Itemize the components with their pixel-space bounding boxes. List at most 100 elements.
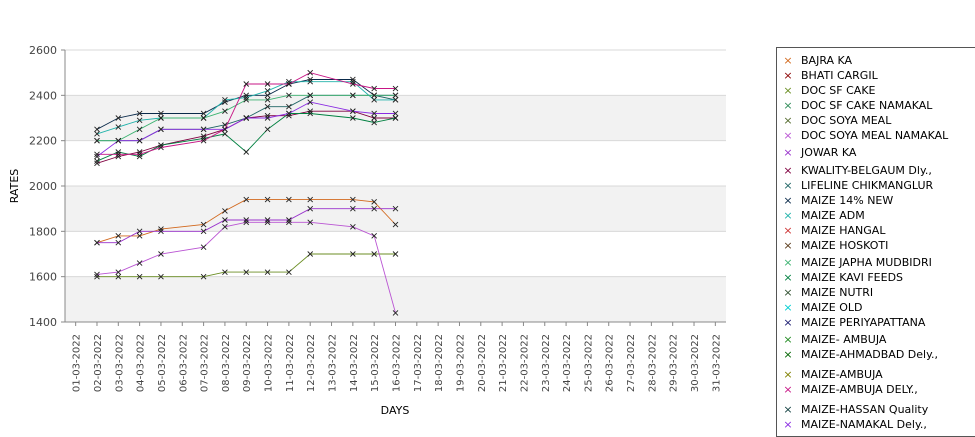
y-tick-label: 1600 bbox=[29, 271, 57, 284]
y-axis-label: RATES bbox=[8, 169, 21, 204]
legend-marker-icon: × bbox=[783, 418, 793, 431]
legend-marker-icon: × bbox=[783, 194, 793, 207]
x-tick-label: 18-03-2022 bbox=[434, 334, 445, 392]
data-point bbox=[136, 260, 143, 266]
y-tick-label: 2400 bbox=[29, 89, 57, 102]
data-point bbox=[136, 228, 143, 235]
legend-marker-icon: × bbox=[783, 164, 793, 177]
data-point bbox=[286, 196, 292, 203]
data-point bbox=[136, 117, 143, 124]
y-tick-label: 2200 bbox=[29, 135, 57, 148]
data-point bbox=[243, 219, 250, 226]
legend-marker-icon: × bbox=[783, 403, 793, 416]
legend-item: × MAIZE-NAMAKAL Dely., bbox=[777, 417, 927, 432]
data-point bbox=[371, 85, 377, 92]
x-tick-label: 21-03-2022 bbox=[498, 334, 509, 392]
legend-item: × MAIZE-AMBUJA bbox=[777, 367, 882, 382]
data-point bbox=[392, 85, 399, 92]
data-point bbox=[115, 115, 122, 121]
data-point bbox=[307, 205, 314, 212]
x-tick-label: 10-03-2022 bbox=[264, 334, 275, 392]
legend-item: × BAJRA KA bbox=[777, 53, 852, 68]
data-point bbox=[94, 126, 100, 133]
x-tick-label: 22-03-2022 bbox=[519, 334, 530, 392]
data-point bbox=[94, 153, 100, 160]
x-tick-label: 30-03-2022 bbox=[690, 334, 701, 392]
data-point bbox=[158, 110, 164, 117]
data-point bbox=[243, 97, 250, 103]
data-point bbox=[200, 221, 207, 228]
data-point bbox=[158, 273, 164, 280]
data-point bbox=[307, 219, 314, 226]
x-tick-label: 15-03-2022 bbox=[370, 334, 381, 392]
data-point bbox=[392, 310, 399, 316]
data-point bbox=[264, 103, 271, 110]
data-point bbox=[222, 208, 228, 214]
legend-item: × MAIZE HANGAL bbox=[777, 223, 885, 238]
x-tick-label: 03-03-2022 bbox=[114, 334, 125, 392]
x-axis-label: DAYS bbox=[381, 404, 410, 417]
data-point bbox=[243, 217, 250, 223]
x-tick-label: 16-03-2022 bbox=[392, 334, 403, 392]
data-point bbox=[371, 115, 377, 121]
data-point bbox=[350, 205, 356, 212]
data-point bbox=[115, 233, 122, 239]
data-point bbox=[286, 219, 292, 226]
legend-label: MAIZE HOSKOTI bbox=[801, 239, 889, 252]
x-tick-label: 06-03-2022 bbox=[178, 334, 189, 392]
legend-marker-icon: × bbox=[783, 224, 793, 237]
data-point bbox=[371, 92, 377, 99]
y-axis-ticks: 1400 1600 1800 2000 2200 2400 2600 bbox=[29, 44, 65, 329]
data-point bbox=[200, 115, 207, 121]
legend-marker-icon: × bbox=[783, 286, 793, 299]
data-point bbox=[286, 110, 292, 117]
data-point bbox=[392, 251, 399, 257]
data-point bbox=[264, 81, 271, 87]
data-point bbox=[264, 92, 271, 99]
data-point bbox=[200, 126, 207, 133]
data-point bbox=[350, 223, 356, 230]
x-tick-label: 14-03-2022 bbox=[349, 334, 360, 392]
x-tick-label: 31-03-2022 bbox=[711, 334, 722, 392]
data-point bbox=[94, 158, 100, 164]
data-point bbox=[264, 217, 271, 223]
y-tick-label: 2600 bbox=[29, 44, 57, 57]
data-point bbox=[115, 151, 122, 158]
data-point bbox=[158, 126, 164, 133]
data-point bbox=[243, 149, 250, 155]
data-point bbox=[264, 115, 271, 121]
data-point bbox=[243, 196, 250, 203]
legend-marker-icon: × bbox=[783, 301, 793, 314]
x-tick-label: 13-03-2022 bbox=[328, 334, 339, 392]
legend-item: × JOWAR KA bbox=[777, 145, 856, 160]
data-point bbox=[286, 103, 292, 110]
legend-marker-icon: × bbox=[783, 114, 793, 127]
legend-label: MAIZE OLD bbox=[801, 301, 863, 314]
x-tick-label: 23-03-2022 bbox=[541, 334, 552, 392]
legend-marker-icon: × bbox=[783, 271, 793, 284]
legend-item: × MAIZE PERIYAPATTANA bbox=[777, 315, 925, 330]
series-5 bbox=[94, 219, 399, 316]
data-point bbox=[307, 69, 314, 76]
data-point bbox=[94, 131, 100, 137]
legend-marker-icon: × bbox=[783, 316, 793, 329]
legend-marker-icon: × bbox=[783, 99, 793, 112]
legend-label: DOC SF CAKE NAMAKAL bbox=[801, 99, 933, 112]
data-point bbox=[115, 269, 122, 275]
legend-label: MAIZE NUTRI bbox=[801, 286, 874, 299]
legend-item: × DOC SOYA MEAL bbox=[777, 113, 891, 128]
data-series bbox=[94, 69, 399, 316]
plot-band bbox=[65, 50, 726, 96]
legend-label: MAIZE JAPHA MUDBIDRI bbox=[801, 256, 932, 269]
data-point bbox=[158, 144, 164, 151]
data-point bbox=[264, 269, 271, 275]
data-point bbox=[264, 219, 271, 226]
data-point bbox=[94, 239, 100, 246]
data-point bbox=[307, 99, 314, 105]
legend-marker-icon: × bbox=[783, 129, 793, 142]
legend-label: BHATI CARGIL bbox=[801, 69, 878, 82]
legend-item: × LIFELINE CHIKMANGLUR bbox=[777, 178, 933, 193]
data-point bbox=[200, 228, 207, 235]
legend-item: × DOC SF CAKE bbox=[777, 83, 875, 98]
plot-band bbox=[65, 276, 726, 322]
